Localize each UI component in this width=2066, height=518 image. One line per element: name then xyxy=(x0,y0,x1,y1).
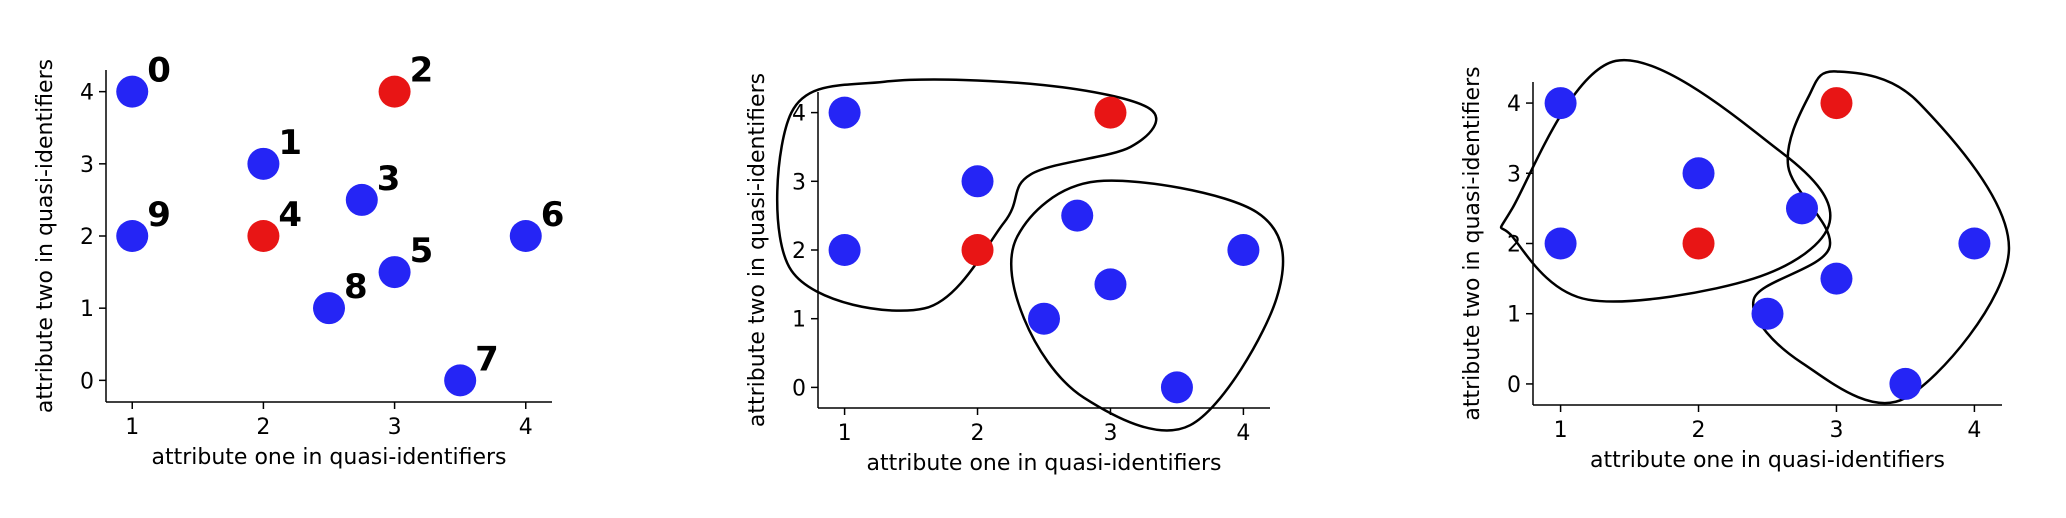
data-point xyxy=(1820,87,1853,120)
data-point xyxy=(509,220,542,252)
y-axis-label: attribute two in quasi-identifiers xyxy=(33,59,58,413)
chart-panel-3: 1 2 3 4 0 1 2 3 4 attribute one in quasi-identifi… xyxy=(1460,58,2011,473)
data-point xyxy=(1682,157,1715,190)
chart-panel-2: 1 2 3 4 0 1 2 3 4 attribute one in quasi-identifi… xyxy=(745,73,1285,476)
x-axis-label: attribute one in quasi-identifiers xyxy=(151,445,506,470)
y-tick-label: 4 xyxy=(792,102,806,127)
data-point xyxy=(1544,87,1577,120)
data-point xyxy=(444,364,477,397)
data-point xyxy=(378,75,411,108)
data-point xyxy=(1958,227,1991,260)
data-point xyxy=(1061,199,1094,232)
data-point xyxy=(961,234,994,266)
y-tick-label: 2 xyxy=(792,239,806,264)
data-point xyxy=(345,183,378,216)
x-tick-label: 4 xyxy=(1967,418,1981,443)
y-tick-label: 0 xyxy=(792,376,806,401)
point-label: 7 xyxy=(475,339,499,379)
point-label: 8 xyxy=(344,267,368,307)
y-tick-label: 0 xyxy=(80,369,94,394)
point-label: 9 xyxy=(147,195,171,235)
y-tick-label: 1 xyxy=(80,297,94,322)
point-label: 3 xyxy=(377,159,401,199)
y-tick-label: 0 xyxy=(1507,373,1521,398)
data-point xyxy=(1682,227,1715,260)
chart-panel-1: 1 2 3 4 0 1 2 3 4 attribute one in quasi-identifi… xyxy=(33,51,564,470)
cluster-outline-2 xyxy=(1010,179,1285,432)
data-point xyxy=(247,220,280,252)
y-tick-label: 3 xyxy=(80,153,94,178)
data-point xyxy=(1889,367,1922,400)
x-axis-label: attribute one in quasi-identifiers xyxy=(1590,448,1945,473)
data-point xyxy=(313,292,345,325)
data-point xyxy=(828,234,861,266)
point-label: 0 xyxy=(147,51,171,91)
data-point xyxy=(1544,227,1577,260)
x-tick-label: 1 xyxy=(838,421,852,446)
x-tick-label: 3 xyxy=(1829,418,1843,443)
x-tick-label: 4 xyxy=(519,415,533,440)
data-point xyxy=(1160,371,1193,404)
x-tick-label: 4 xyxy=(1236,421,1250,446)
data-point xyxy=(378,256,411,289)
point-label: 1 xyxy=(278,123,302,163)
x-tick-label: 2 xyxy=(256,415,270,440)
cluster-outline-2 xyxy=(1752,70,2011,405)
y-tick-label: 3 xyxy=(1507,162,1521,187)
y-axis-label: attribute two in quasi-identifiers xyxy=(745,73,770,427)
point-label: 2 xyxy=(410,51,434,91)
y-tick-label: 2 xyxy=(80,225,94,250)
data-point xyxy=(1820,262,1853,295)
y-tick-label: 4 xyxy=(1507,92,1521,117)
y-axis-label: attribute two in quasi-identifiers xyxy=(1460,66,1485,420)
x-tick-label: 1 xyxy=(125,415,139,440)
cluster-outline-1 xyxy=(775,78,1158,312)
y-tick-label: 1 xyxy=(792,308,806,333)
data-point xyxy=(1785,192,1818,225)
x-axis-label: attribute one in quasi-identifiers xyxy=(866,451,1221,476)
point-label: 5 xyxy=(410,231,434,271)
y-tick-label: 4 xyxy=(80,81,94,106)
y-tick-label: 3 xyxy=(792,170,806,195)
data-point xyxy=(247,147,280,180)
data-point xyxy=(1227,234,1260,266)
data-point xyxy=(961,165,994,198)
x-tick-label: 2 xyxy=(1692,418,1706,443)
cluster-outline-1 xyxy=(1499,58,1832,303)
data-point xyxy=(116,220,149,252)
x-tick-label: 3 xyxy=(388,415,402,440)
point-label: 6 xyxy=(541,195,565,235)
y-tick-label: 1 xyxy=(1507,303,1521,328)
data-point xyxy=(828,96,861,129)
data-point xyxy=(1028,302,1060,335)
x-tick-label: 1 xyxy=(1554,418,1568,443)
x-tick-label: 2 xyxy=(971,421,985,446)
y-tick-label: 2 xyxy=(1507,233,1521,258)
data-point xyxy=(1094,96,1127,129)
point-label: 4 xyxy=(278,195,302,235)
x-tick-label: 3 xyxy=(1103,421,1117,446)
data-point xyxy=(1094,268,1127,301)
data-point xyxy=(116,75,149,108)
data-point xyxy=(1751,297,1784,330)
